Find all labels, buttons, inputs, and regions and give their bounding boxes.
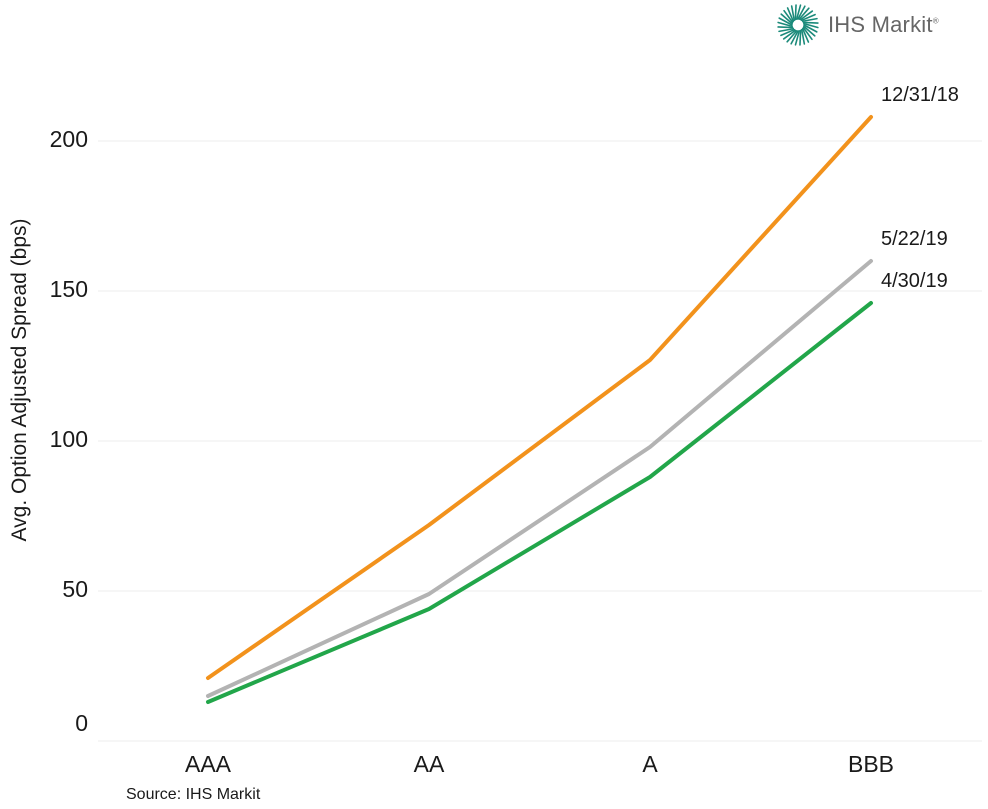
logo-text: IHS Markit® <box>828 12 939 38</box>
x-tick-label: AA <box>414 751 445 777</box>
logo-ray <box>803 24 818 33</box>
series-line <box>206 301 873 704</box>
logo-ray <box>777 21 793 28</box>
logo-ray <box>794 30 801 46</box>
x-tick-label: AAA <box>185 751 232 777</box>
gridlines <box>98 140 982 742</box>
logo-ray <box>794 4 797 21</box>
logo-ray <box>795 4 802 20</box>
y-tick-label: 50 <box>62 576 88 602</box>
series-line <box>206 259 873 698</box>
ihs-markit-starburst-icon <box>777 4 819 46</box>
logo-ray <box>799 10 814 21</box>
series-line <box>206 115 873 680</box>
series-label: 4/30/19 <box>881 270 948 292</box>
logo-ray <box>786 7 795 23</box>
logo-ray <box>780 28 796 37</box>
x-tick-label: A <box>642 751 658 777</box>
logo-ray <box>777 26 794 29</box>
logo-ray <box>800 28 806 45</box>
logo-ray <box>801 17 818 23</box>
logo-ray <box>801 27 810 43</box>
logo-registered-mark: ® <box>932 16 939 26</box>
y-tick-label: 100 <box>50 426 88 452</box>
series-label: 12/31/18 <box>881 84 959 106</box>
logo-ray <box>802 21 819 24</box>
y-tick-label: 0 <box>75 710 88 736</box>
logo-ray <box>778 27 795 33</box>
x-tick-labels: AAA AA A BBB <box>185 751 894 777</box>
y-axis-label: Avg. Option Adjusted Spread (bps) <box>8 218 31 542</box>
logo-ray <box>780 13 793 25</box>
series-labels: 12/31/18 5/22/19 4/30/19 <box>881 84 959 292</box>
logo-ray <box>786 30 798 43</box>
logo-ray <box>799 29 802 46</box>
series-lines <box>206 115 873 704</box>
logo-ray <box>778 17 793 26</box>
logo-ray <box>783 9 794 24</box>
logo-ray <box>803 25 816 37</box>
logo-ray <box>797 5 806 20</box>
logo-ray <box>782 29 797 40</box>
y-tick-labels: 0 50 100 150 200 <box>50 126 88 736</box>
source-note: Source: IHS Markit <box>126 786 261 803</box>
x-tick-label: BBB <box>848 751 894 777</box>
logo-ray <box>790 5 796 22</box>
y-tick-label: 150 <box>50 276 88 302</box>
logo-ray <box>798 7 810 20</box>
y-tick-label: 200 <box>50 126 88 152</box>
logo-name: IHS Markit <box>828 12 933 37</box>
logo-ray <box>802 26 813 41</box>
series-label: 5/22/19 <box>881 228 948 250</box>
logo-ray <box>800 13 816 22</box>
logo-ray <box>790 30 799 45</box>
logo-ray <box>803 22 819 29</box>
ihs-markit-logo: IHS Markit® <box>776 4 939 46</box>
